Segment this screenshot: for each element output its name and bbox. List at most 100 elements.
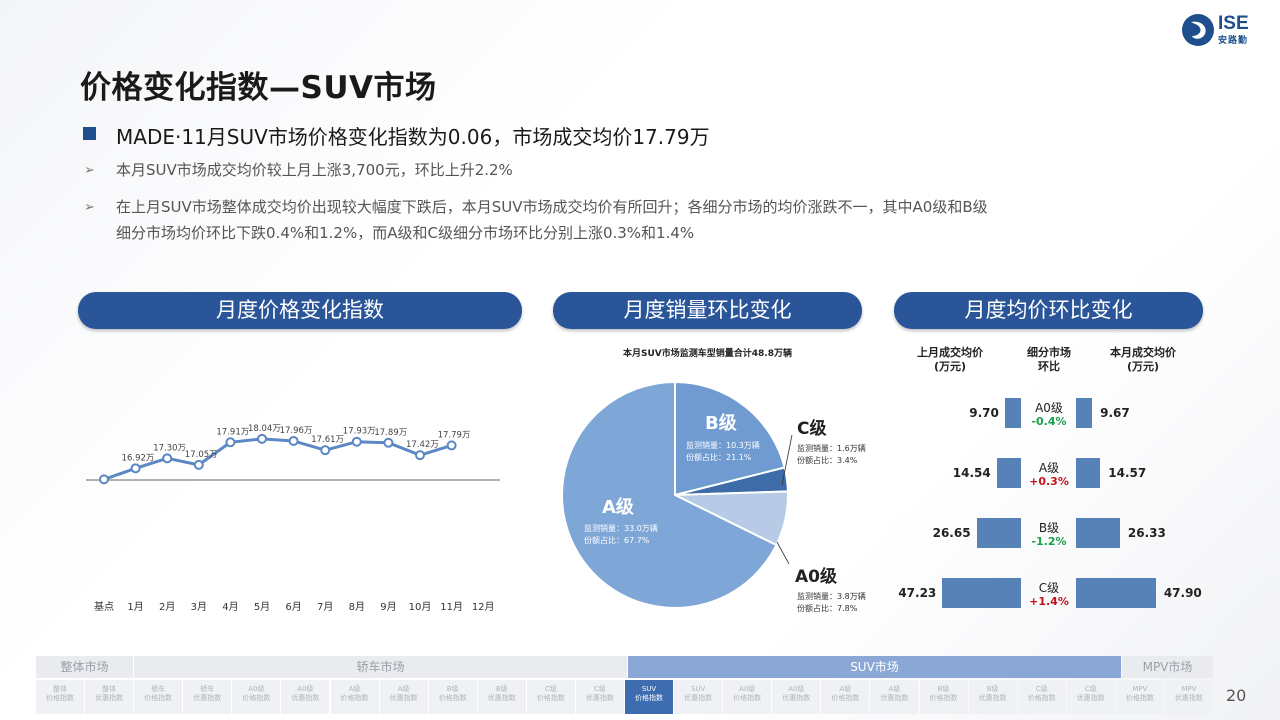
- footer-index-tab[interactable]: A0级 价格指数: [723, 680, 772, 714]
- pie-label-c: C级: [797, 419, 827, 439]
- month-tick-label: 基点: [94, 602, 114, 613]
- prev-price-value: 47.23: [898, 586, 937, 600]
- head-prev-price-line2: (万元): [933, 360, 967, 373]
- curr-price-value: 26.33: [1127, 526, 1166, 540]
- footer-index-label: A0级: [297, 685, 314, 693]
- arrow-bullet-icon: ➢: [84, 200, 95, 215]
- data-label: 18.04万: [248, 424, 281, 434]
- month-tick-label: 3月: [190, 602, 207, 613]
- footer-index-sublabel: 价格指数: [1125, 694, 1154, 702]
- footer-category-bar: 整体市场 轿车市场 SUV市场 MPV市场: [36, 656, 1214, 678]
- footer-index-tab[interactable]: 整体 优惠指数: [85, 680, 134, 714]
- pie-label-a0: A0级: [795, 567, 837, 587]
- footer-index-tab[interactable]: C级 优惠指数: [1066, 680, 1115, 714]
- footer-index-tab[interactable]: MPV 优惠指数: [1164, 680, 1213, 714]
- footer-index-tab[interactable]: A级 优惠指数: [870, 680, 919, 714]
- footer-index-sublabel: 优惠指数: [1076, 694, 1105, 702]
- footer-index-label: C级: [1084, 685, 1097, 693]
- footer-index-sublabel: 价格指数: [536, 694, 565, 702]
- head-segment-line2: 环比: [1038, 360, 1060, 373]
- month-axis: 基点 1月 2月 3月 4月 5月 6月 7月 8月 9月 10月 11月 12月: [80, 598, 520, 614]
- segment-name: C级: [1038, 581, 1060, 595]
- footer-index-tab[interactable]: 轿车 价格指数: [134, 680, 183, 714]
- month-tick-label: 6月: [285, 602, 302, 613]
- footer-index-label: C级: [594, 685, 606, 693]
- footer-index-tab[interactable]: B级 价格指数: [919, 680, 968, 714]
- footer-index-sublabel: 价格指数: [242, 694, 271, 702]
- footer-index-tab[interactable]: MPV 价格指数: [1115, 680, 1164, 714]
- footer-index-tab[interactable]: A级 优惠指数: [379, 680, 428, 714]
- data-label: 17.89万: [374, 428, 407, 438]
- footer-index-tab[interactable]: A0级 价格指数: [232, 680, 281, 714]
- head-curr-price-line2: (万元): [1126, 360, 1160, 373]
- footer-category-tab[interactable]: 轿车市场: [134, 656, 627, 678]
- footer-index-tab[interactable]: C级 价格指数: [526, 680, 575, 714]
- logo-text: ISE: [1218, 13, 1249, 34]
- footer-category-tab[interactable]: MPV市场: [1122, 656, 1213, 678]
- data-point: [383, 437, 394, 448]
- segment-name: A级: [1038, 461, 1060, 475]
- data-point: [320, 445, 331, 456]
- footer-index-tab[interactable]: A级 价格指数: [821, 680, 870, 714]
- section-avg-price-change: 月度均价环比变化: [894, 292, 1203, 329]
- footer-index-tab[interactable]: A0级 优惠指数: [281, 680, 330, 714]
- footer-index-label: A级: [397, 685, 410, 693]
- avg-price-rows: 9.70 9.67 A0级 -0.4% 14.54 14.57 A级 +0.3% 26.65 26…: [898, 390, 1202, 620]
- bullet-1: 本月SUV市场成交均价较上月上涨3,700元，环比上升2.2%: [116, 161, 513, 179]
- section-price-index: 月度价格变化指数: [78, 292, 522, 329]
- footer-index-tab[interactable]: C级 优惠指数: [575, 680, 624, 714]
- curr-price-bar: [1076, 578, 1156, 608]
- data-label: 17.42万: [406, 440, 439, 450]
- prev-price-bar: [996, 458, 1021, 488]
- curr-price-bar: [1076, 518, 1120, 548]
- head-prev-price-line1: 上月成交均价: [917, 346, 983, 359]
- footer-index-sublabel: 价格指数: [46, 694, 75, 702]
- prev-price-value: 26.65: [932, 526, 971, 540]
- logo-subtext: 安路勤: [1218, 36, 1249, 46]
- footer-index-label: SUV: [641, 685, 657, 693]
- footer-category-tab[interactable]: 整体市场: [36, 656, 133, 678]
- data-label: 17.30万: [153, 443, 186, 453]
- curr-price-bar: [1076, 398, 1093, 428]
- footer-index-tab[interactable]: SUV 优惠指数: [674, 680, 723, 714]
- pie-b-share: 份额占比：21.1%: [686, 453, 752, 462]
- footer-index-tab[interactable]: B级 价格指数: [428, 680, 477, 714]
- footer-index-sublabel: 优惠指数: [978, 694, 1007, 702]
- footer-index-tab[interactable]: A0级 优惠指数: [772, 680, 821, 714]
- month-tick-label: 5月: [253, 602, 271, 613]
- curr-price-value: 9.67: [1100, 406, 1130, 420]
- footer-index-tab[interactable]: A级 价格指数: [330, 680, 379, 714]
- segment-change-pct: -0.4%: [1031, 415, 1067, 428]
- footer-index-tab[interactable]: 轿车 优惠指数: [183, 680, 232, 714]
- footer-index-tab[interactable]: C级 价格指数: [1017, 680, 1066, 714]
- footer-index-tab[interactable]: B级 优惠指数: [968, 680, 1017, 714]
- month-tick-label: 1月: [127, 602, 144, 613]
- pie-c-sales: 监测销量：1.6万辆: [797, 444, 866, 453]
- footer-index-tab[interactable]: 整体 价格指数: [36, 680, 85, 714]
- footer-index-sublabel: 价格指数: [929, 694, 958, 702]
- month-tick-label: 4月: [222, 602, 239, 613]
- data-label: 17.05万: [185, 450, 218, 460]
- curr-price-value: 14.57: [1108, 466, 1147, 480]
- data-point: [193, 459, 204, 470]
- ise-logo-icon: [1182, 14, 1214, 46]
- footer-index-label: B级: [495, 685, 508, 693]
- footer-index-tab[interactable]: B级 优惠指数: [477, 680, 526, 714]
- bullet-2: 在上月SUV市场整体成交均价出现较大幅度下跌后，本月SUV市场成交均价有所回升；…: [116, 198, 988, 216]
- footer-category-tab[interactable]: SUV市场: [628, 656, 1121, 678]
- sales-share-pie-chart: [561, 380, 789, 609]
- footer-index-sublabel: 优惠指数: [880, 694, 909, 702]
- data-point: [130, 463, 141, 474]
- prev-price-bar: [1004, 398, 1021, 428]
- prev-price-value: 9.70: [969, 406, 999, 420]
- footer-index-sublabel: 优惠指数: [585, 694, 614, 702]
- footer-index-tab[interactable]: SUV 价格指数: [625, 680, 674, 714]
- pie-label-b: B级: [705, 413, 737, 434]
- data-label: 16.92万: [122, 453, 155, 463]
- pie-c-leader-line: [781, 434, 793, 486]
- footer-index-label: 整体: [102, 685, 117, 693]
- head-segment: 细分市场 环比: [1011, 346, 1087, 374]
- month-tick-label: 9月: [380, 602, 397, 613]
- section-sales-change: 月度销量环比变化: [553, 292, 862, 329]
- footer-index-sublabel: 价格指数: [144, 694, 173, 702]
